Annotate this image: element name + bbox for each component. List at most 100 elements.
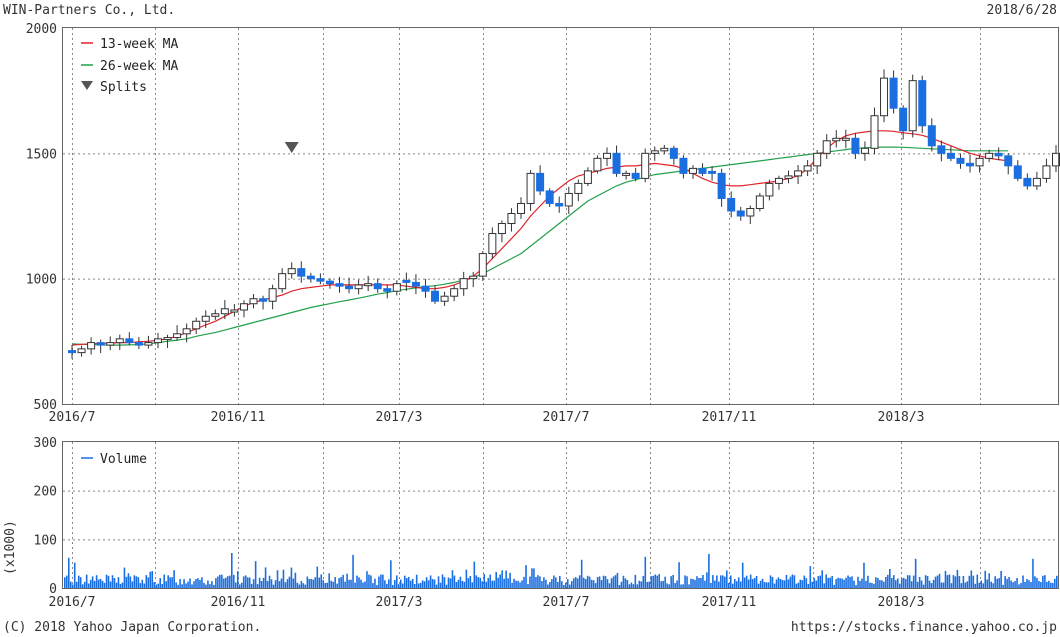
volume-bar — [230, 553, 233, 588]
volume-bar — [777, 577, 780, 588]
volume-ytick-label: 100 — [34, 533, 57, 548]
candle-up — [794, 170, 803, 177]
volume-bar — [604, 576, 607, 588]
volume-bar — [193, 581, 195, 588]
company-name: WIN-Partners Co., Ltd. — [3, 3, 175, 18]
volume-bar — [759, 580, 762, 588]
volume-bar — [443, 577, 446, 588]
volume-bar — [119, 583, 122, 588]
volume-bar — [280, 578, 283, 588]
candle-up — [364, 283, 373, 287]
candle-up — [602, 152, 611, 159]
split-marker — [284, 142, 299, 153]
candle-up — [975, 157, 984, 167]
volume-bar — [513, 578, 515, 588]
volume-bar — [1052, 583, 1054, 588]
volume-bar — [340, 577, 342, 588]
volume-bar — [415, 574, 418, 588]
volume-bar — [439, 582, 442, 588]
volume-bar — [388, 579, 390, 588]
candle-down — [918, 80, 927, 127]
candle-up — [115, 338, 124, 344]
volume-bar — [129, 576, 132, 588]
volume-bar — [596, 577, 599, 588]
volume-bar — [83, 581, 86, 588]
volume-xtick-label: 2017/11 — [702, 595, 757, 610]
volume-bar — [1002, 584, 1004, 588]
volume-bar — [606, 579, 609, 588]
volume-bar — [382, 574, 384, 588]
volume-bar — [479, 577, 482, 588]
legend-split-icon — [81, 81, 93, 90]
volume-bar — [871, 583, 873, 588]
volume-bar — [916, 581, 919, 588]
volume-bar — [724, 576, 726, 588]
candle-up — [163, 337, 172, 341]
volume-bar — [889, 569, 891, 588]
legend-ma26-label: 26-week MA — [100, 59, 178, 74]
volume-bar — [232, 574, 235, 588]
volume-bar — [306, 576, 309, 588]
volume-bar — [1024, 582, 1026, 588]
volume-bar — [998, 578, 1000, 588]
volume-bar — [561, 581, 563, 588]
volume-bar — [847, 575, 849, 588]
candle-down — [297, 268, 306, 277]
volume-bar — [113, 578, 116, 588]
volume-bar — [242, 576, 245, 588]
volume-bar — [549, 582, 551, 588]
volume-bar — [167, 575, 169, 588]
volume-bar — [342, 574, 344, 588]
volume-bar — [264, 567, 267, 588]
volume-bar — [904, 579, 907, 588]
candle-down — [1013, 165, 1022, 179]
volume-bar — [990, 581, 992, 588]
volume-bar — [429, 575, 432, 588]
volume-bar — [773, 583, 776, 588]
volume-bar — [1030, 582, 1032, 588]
volume-bar — [465, 569, 468, 588]
volume-bar — [151, 571, 154, 588]
candle-up — [803, 165, 812, 172]
candle-up — [841, 137, 850, 141]
volume-bar — [1018, 584, 1020, 588]
volume-bar — [700, 577, 702, 588]
volume-bar — [650, 576, 653, 588]
volume-bar — [101, 580, 104, 588]
volume-bar — [584, 579, 587, 588]
volume-bar — [1026, 579, 1028, 588]
candle-down — [545, 190, 554, 204]
volume-bar — [141, 579, 144, 588]
candle-down — [631, 172, 640, 179]
volume-bar — [326, 582, 329, 588]
volume-bar — [378, 576, 380, 588]
volume-ytick-label: 200 — [34, 485, 57, 500]
volume-bar — [787, 579, 790, 588]
volume-bar — [185, 583, 187, 588]
price-yticks: 500 1000 1500 2000 — [26, 22, 57, 413]
volume-bar — [934, 576, 937, 588]
candle-up — [173, 333, 182, 339]
volume-bar — [551, 579, 553, 588]
volume-bar — [737, 577, 740, 588]
volume-bar — [509, 572, 511, 588]
volume-bar — [902, 577, 905, 588]
volume-bar — [582, 577, 585, 588]
volume-bar — [183, 579, 185, 588]
volume-bar — [545, 579, 547, 588]
volume-bar — [747, 579, 750, 588]
volume-bar — [827, 577, 829, 588]
volume-bar — [145, 575, 148, 588]
volume-bar — [859, 580, 861, 588]
candle-up — [459, 278, 468, 290]
volume-bar — [217, 576, 219, 588]
volume-bar — [640, 581, 643, 588]
volume-bar — [254, 561, 257, 588]
volume-bar — [487, 578, 490, 588]
volume-bar — [91, 576, 94, 588]
volume-bar — [370, 575, 372, 588]
volume-bar — [733, 579, 736, 588]
volume-bar — [950, 583, 953, 588]
candle-up — [1032, 177, 1041, 187]
candle-up — [201, 315, 210, 322]
